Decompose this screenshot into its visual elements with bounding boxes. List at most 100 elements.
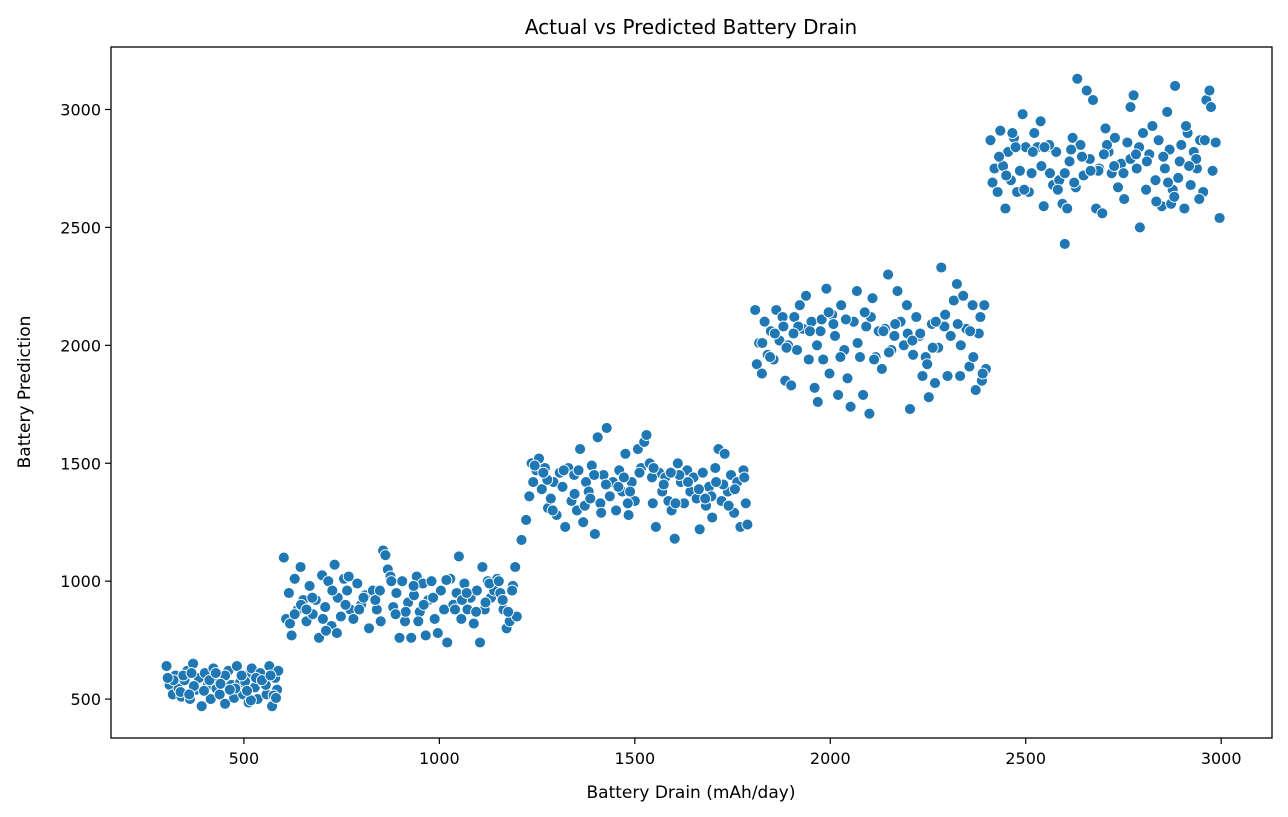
- data-point: [479, 596, 492, 609]
- data-point: [1117, 167, 1130, 180]
- data-point: [1203, 84, 1216, 97]
- data-point: [441, 636, 454, 649]
- data-point: [647, 462, 660, 474]
- data-point: [877, 325, 890, 338]
- data-point: [785, 379, 798, 392]
- data-point: [802, 353, 815, 366]
- data-point: [396, 575, 409, 588]
- data-point: [369, 594, 382, 606]
- data-point: [646, 497, 659, 510]
- data-point: [964, 325, 977, 338]
- data-point: [419, 629, 432, 642]
- data-point: [241, 684, 253, 697]
- data-point: [1006, 127, 1019, 140]
- data-point: [285, 629, 298, 642]
- data-point: [664, 466, 677, 479]
- data-point: [693, 523, 706, 536]
- data-point: [363, 622, 375, 635]
- data-point: [209, 667, 222, 680]
- data-point: [528, 459, 541, 472]
- data-point: [974, 311, 987, 323]
- data-point: [756, 337, 769, 349]
- data-point: [214, 677, 227, 690]
- data-point: [568, 487, 581, 500]
- data-point: [906, 334, 919, 347]
- data-point: [198, 684, 210, 697]
- data-point: [994, 124, 1007, 137]
- data-point: [850, 285, 863, 298]
- data-point: [617, 471, 630, 484]
- data-point: [373, 584, 386, 597]
- data-point: [800, 289, 812, 302]
- data-point: [502, 605, 515, 618]
- y-axis-label: Battery Prediction: [15, 316, 35, 469]
- data-point: [474, 636, 486, 649]
- data-point: [559, 520, 572, 533]
- data-point: [978, 299, 991, 312]
- data-point: [431, 627, 444, 640]
- data-point: [1121, 136, 1134, 149]
- data-point: [595, 506, 608, 519]
- data-point: [520, 513, 533, 526]
- data-point: [1213, 212, 1226, 224]
- data-point: [622, 509, 635, 522]
- data-point: [496, 594, 509, 606]
- data-point: [829, 329, 841, 342]
- data-point: [851, 337, 864, 349]
- data-point: [600, 421, 613, 434]
- data-point: [827, 318, 840, 331]
- data-point: [1118, 193, 1131, 206]
- data-point: [1013, 164, 1026, 177]
- data-point: [320, 624, 332, 637]
- data-point: [811, 395, 824, 408]
- data-point: [640, 429, 653, 441]
- data-point: [1058, 237, 1071, 250]
- data-point: [393, 631, 406, 644]
- data-point: [282, 587, 295, 599]
- data-point: [1058, 167, 1071, 180]
- data-point: [882, 268, 895, 281]
- data-point: [546, 504, 559, 517]
- data-point: [935, 261, 948, 274]
- data-point: [288, 608, 301, 621]
- points-layer: [160, 72, 1226, 713]
- x-axis-label: Battery Drain (mAh/day): [587, 783, 796, 803]
- data-point: [288, 572, 301, 585]
- data-point: [984, 134, 997, 147]
- data-point: [822, 306, 835, 319]
- data-point: [621, 497, 634, 510]
- data-point: [1025, 167, 1038, 180]
- data-point: [351, 577, 364, 590]
- data-point: [1035, 160, 1048, 173]
- data-point: [588, 469, 601, 481]
- data-point: [1000, 169, 1013, 182]
- data-point: [947, 294, 960, 307]
- data-point: [835, 299, 848, 312]
- data-point: [875, 362, 888, 375]
- data-point: [706, 511, 719, 524]
- data-point: [916, 370, 929, 382]
- data-point: [941, 370, 954, 382]
- data-point: [588, 528, 601, 540]
- data-point: [944, 329, 957, 342]
- data-point: [991, 186, 1004, 198]
- data-point: [1034, 115, 1047, 128]
- data-point: [389, 608, 402, 621]
- data-point: [986, 176, 999, 189]
- data-point: [1108, 131, 1121, 144]
- data-point: [728, 483, 741, 496]
- y-axis: 500 1000 1500 2000 2500 3000: [60, 100, 111, 709]
- data-point: [969, 384, 982, 397]
- data-point: [1193, 193, 1206, 206]
- data-point: [1050, 145, 1063, 158]
- data-point: [428, 612, 441, 625]
- data-point: [967, 351, 980, 364]
- data-point: [379, 549, 392, 562]
- data-point: [1206, 164, 1219, 177]
- data-point: [1158, 162, 1171, 175]
- data-point: [219, 697, 232, 710]
- data-point: [841, 372, 854, 385]
- data-point: [999, 202, 1012, 215]
- data-point: [882, 346, 895, 359]
- data-point: [718, 447, 731, 460]
